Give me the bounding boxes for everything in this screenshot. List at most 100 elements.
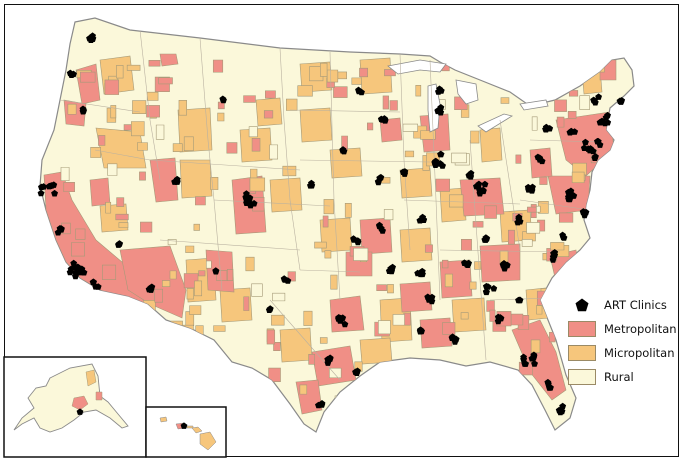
micropolitan-area: [205, 260, 212, 269]
art-clinic-marker: [171, 178, 179, 185]
metropolitan-area: [594, 283, 602, 297]
micropolitan-area: [550, 242, 565, 251]
alaska-metro-2: [95, 391, 103, 401]
metropolitan-area: [149, 157, 179, 203]
art-clinic-marker: [58, 225, 65, 232]
micropolitan-area: [279, 327, 313, 363]
art-clinic-marker: [437, 150, 445, 158]
metropolitan-area: [63, 182, 75, 193]
micropolitan-area: [282, 165, 297, 177]
art-clinic-marker: [559, 402, 567, 410]
art-clinic-marker: [542, 123, 550, 131]
metropolitan-area: [342, 390, 351, 397]
micropolitan-area: [131, 121, 145, 137]
lake-ontario: [519, 99, 549, 111]
metropolitan-area: [98, 135, 106, 146]
micropolitan-area: [392, 314, 405, 326]
micropolitan-area: [387, 284, 394, 294]
metropolitan-area: [510, 313, 524, 326]
art-clinic-marker: [352, 368, 359, 375]
art-clinic-marker: [220, 96, 227, 104]
art-clinic-marker: [37, 189, 45, 197]
metropolitan-area: [472, 221, 484, 228]
metropolitan-area: [382, 95, 389, 110]
metropolitan-area: [195, 196, 206, 206]
micropolitan-area: [67, 103, 77, 115]
micropolitan-area: [146, 91, 159, 101]
metropolitan-area: [389, 100, 398, 111]
art-clinic-marker: [377, 224, 385, 232]
micropolitan-area: [479, 127, 503, 163]
metropolitan-area: [558, 212, 574, 223]
county-regions: [43, 53, 617, 415]
art-clinic-marker: [580, 208, 587, 215]
art-clinic-marker: [94, 283, 102, 290]
micropolitan-area: [536, 305, 543, 315]
metropolitan-area: [442, 322, 456, 335]
art-clinic-marker: [531, 360, 538, 367]
art-clinic-marker: [385, 267, 393, 274]
metropolitan-area: [104, 79, 120, 95]
hawaii-maui: [191, 426, 203, 434]
micropolitan-area: [449, 194, 464, 208]
art-clinic-marker: [467, 169, 475, 177]
micropolitan-area: [217, 112, 225, 122]
art-clinic-marker: [434, 107, 442, 115]
pentagon-marker-icon: [568, 297, 596, 313]
metropolitan-area: [359, 67, 368, 78]
micropolitan-area: [402, 123, 418, 132]
metropolitan-area: [308, 354, 316, 365]
metropolitan-area: [216, 270, 228, 281]
metropolitan-area: [549, 331, 556, 343]
art-clinic-marker: [496, 314, 504, 321]
art-clinic-marker: [558, 407, 566, 415]
micropolitan-area: [469, 281, 477, 290]
art-clinic-marker: [483, 288, 490, 296]
art-clinic-marker: [340, 147, 348, 155]
hawaii-kauai: [159, 416, 168, 423]
legend-item-rural: Rural: [568, 368, 634, 386]
art-clinic-marker: [45, 182, 53, 190]
micropolitan-area: [60, 167, 70, 181]
legend-label: ART Clinics: [604, 298, 667, 312]
micropolitan-area: [162, 280, 171, 287]
art-clinic-marker: [595, 93, 602, 100]
micropolitan-area: [330, 274, 338, 290]
art-clinic-marker: [482, 282, 490, 290]
art-clinic-marker: [337, 316, 345, 323]
metropolitan-area: [379, 117, 403, 143]
micropolitan-area: [128, 307, 143, 314]
art-clinic-marker: [596, 119, 604, 126]
metropolitan-area: [562, 71, 577, 87]
art-clinic-marker: [350, 236, 358, 243]
art-clinic-marker: [490, 285, 498, 292]
art-clinic-marker: [529, 183, 536, 191]
micropolitan-area: [323, 199, 334, 215]
art-clinic-marker: [51, 189, 58, 197]
art-clinic-marker: [465, 259, 472, 267]
alaska-metro: [71, 395, 89, 411]
metropolitan-area: [507, 229, 515, 245]
micropolitan-area: [329, 367, 342, 379]
micropolitan-area: [95, 127, 147, 169]
legend-label: Micropolitan: [604, 346, 675, 360]
state-boundaries: [59, 29, 601, 381]
art-clinic-marker: [473, 182, 480, 190]
micropolitan-area: [415, 84, 422, 97]
metropolitan-area: [71, 242, 85, 257]
art-clinic-marker: [401, 168, 409, 175]
micropolitan-area: [116, 65, 124, 79]
micropolitan-area: [329, 147, 363, 179]
art-clinic-marker: [521, 360, 529, 367]
metropolitan-area: [442, 259, 449, 269]
metropolitan-area: [140, 221, 153, 233]
metropolitan-area: [119, 245, 187, 319]
metropolitan-area: [127, 329, 142, 338]
great-lakes: [387, 59, 549, 133]
micropolitan-area: [299, 107, 333, 143]
micropolitan-area: [337, 71, 347, 80]
art-clinic-marker: [515, 296, 522, 304]
micropolitan-area: [418, 372, 425, 380]
micropolitan-area: [84, 320, 96, 329]
